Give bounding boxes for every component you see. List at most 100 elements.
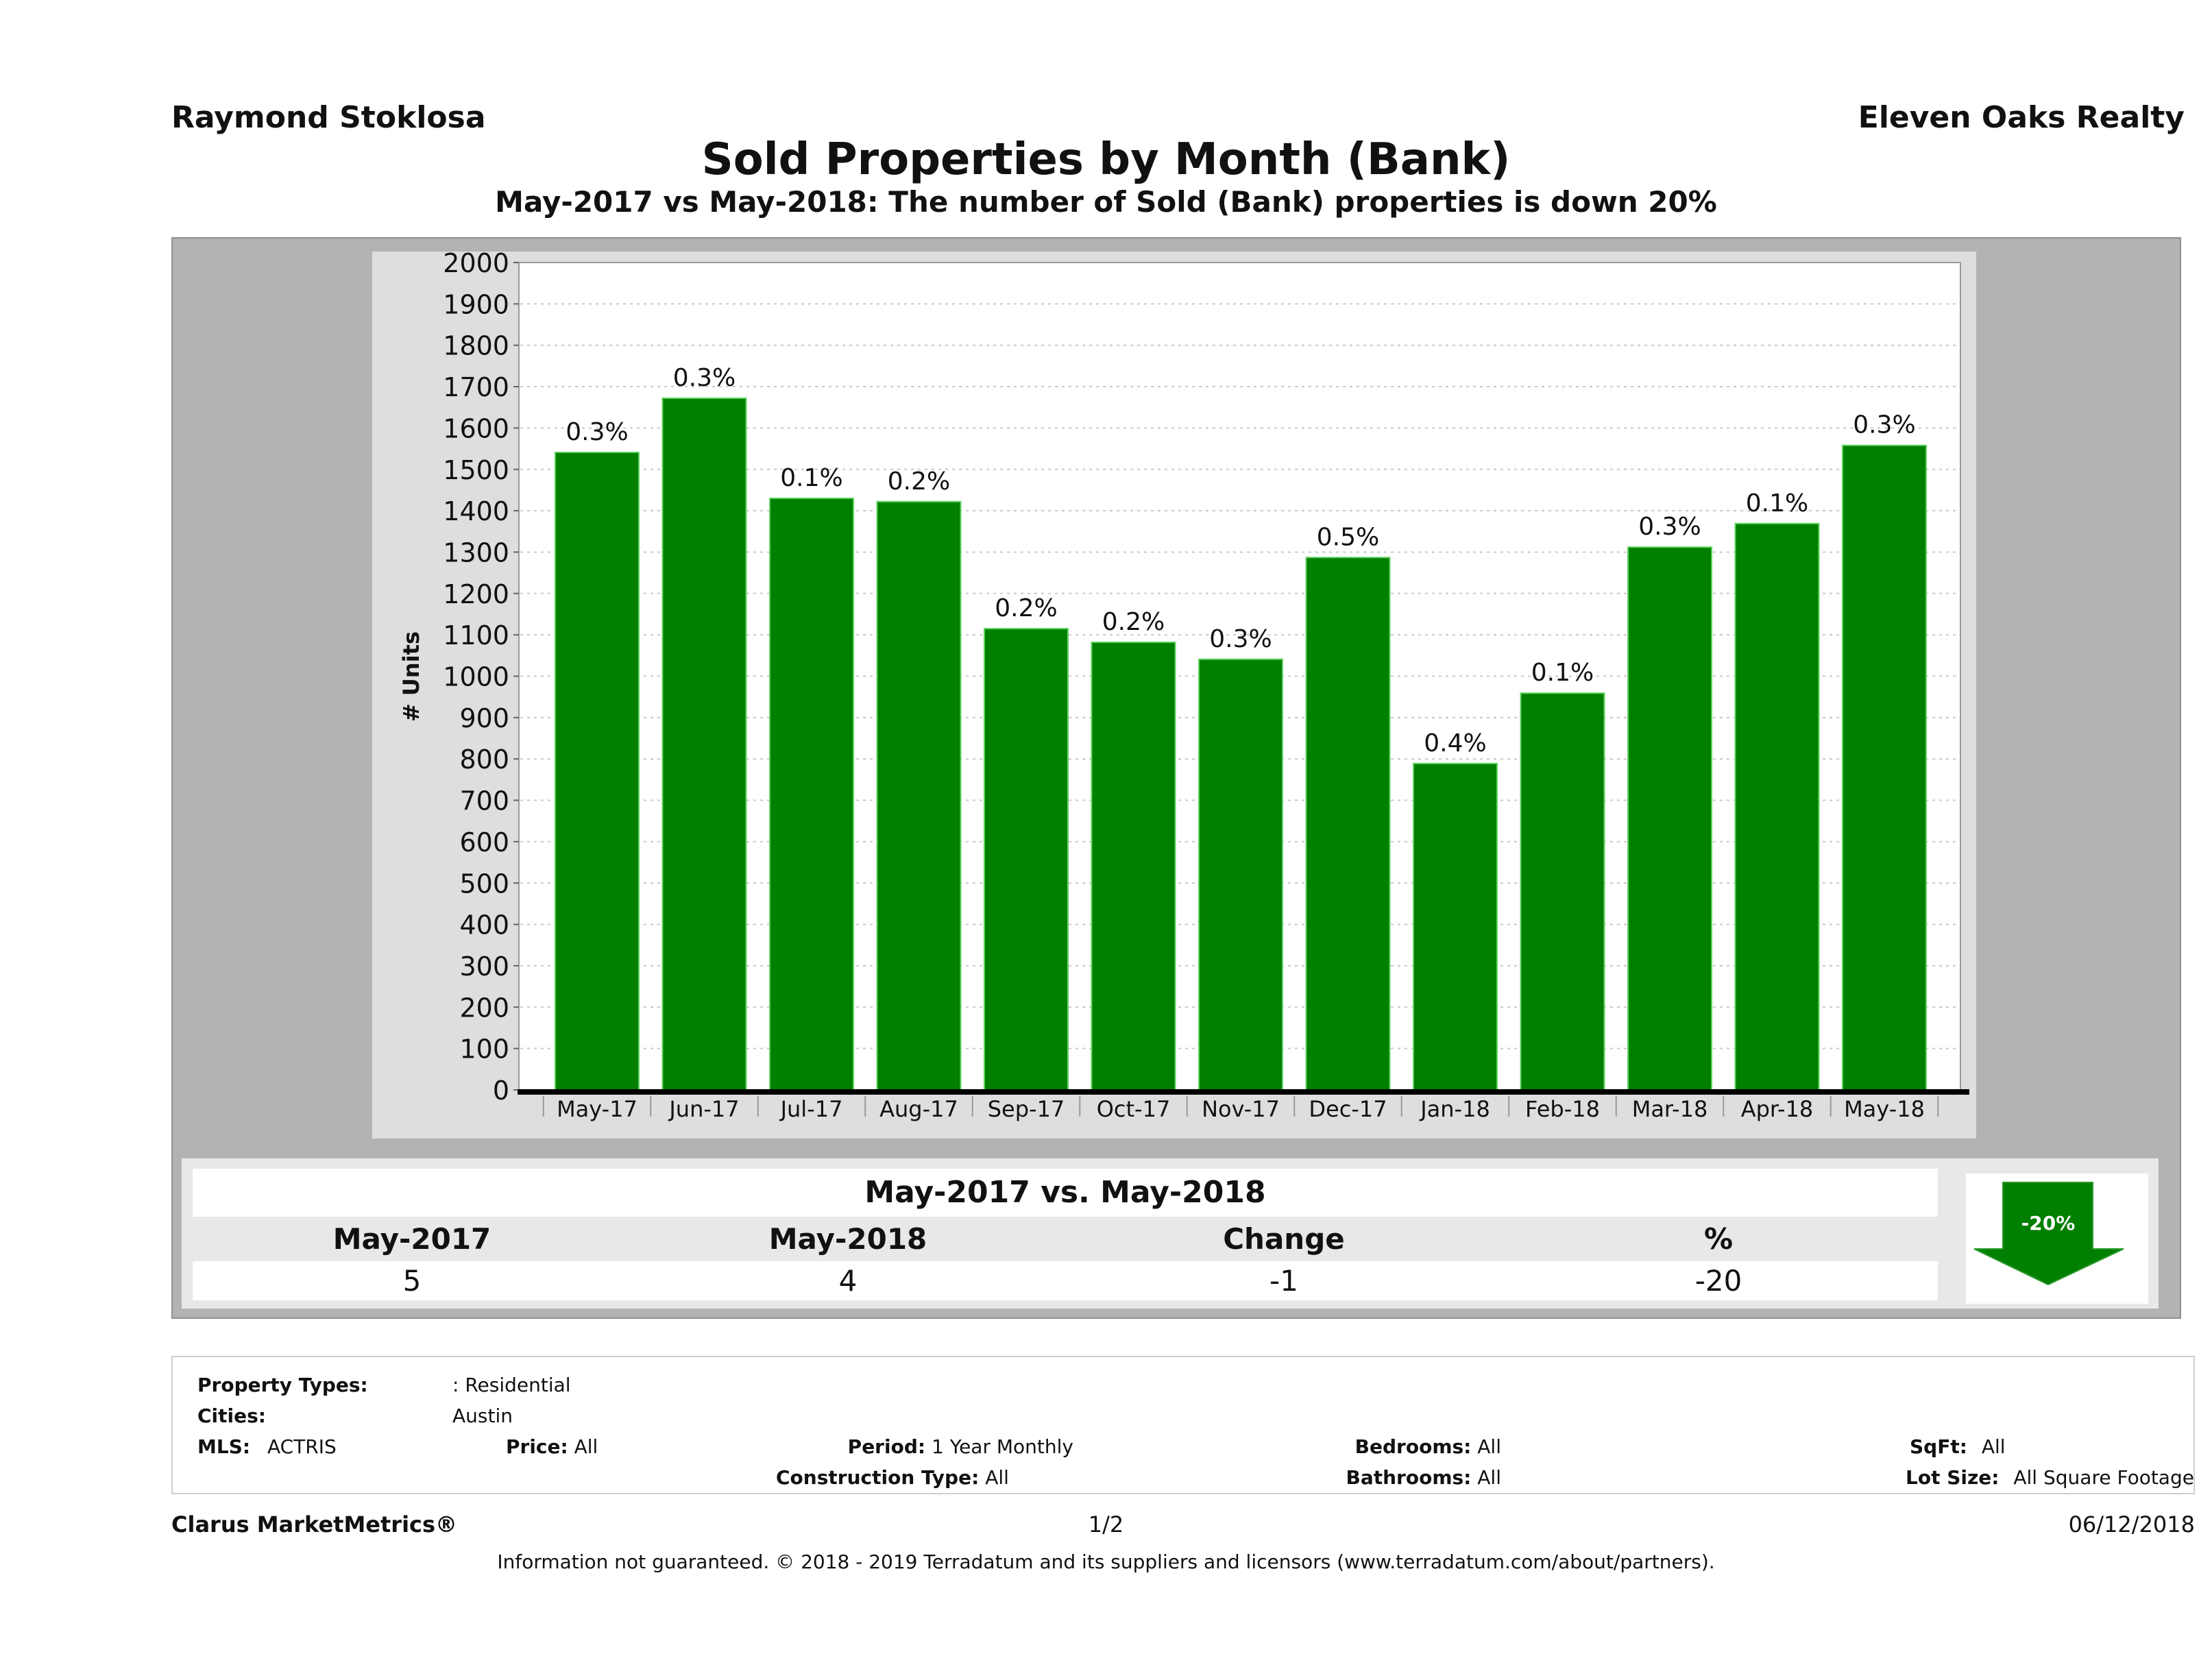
y-tick-label: 1000: [443, 662, 509, 692]
bar: [1091, 642, 1176, 1091]
property-types-value: : Residential: [452, 1374, 571, 1396]
chart-subtitle: May-2017 vs May-2018: The number of Sold…: [495, 185, 1717, 219]
price-label: Price:: [506, 1435, 568, 1458]
y-tick-label: 1500: [443, 455, 509, 485]
y-tick-label: 500: [459, 868, 509, 899]
summary-value-cell: 5: [402, 1264, 422, 1298]
bar: [1413, 762, 1498, 1091]
data-label: 0.5%: [1317, 523, 1379, 551]
bedrooms-value: All: [1477, 1435, 1501, 1458]
x-tick-label: Aug-17: [879, 1096, 958, 1122]
x-tick-label: Nov-17: [1202, 1096, 1280, 1122]
summary-header-cell: Change: [1223, 1222, 1345, 1256]
bar-chart: 0 100 200 300 400 500 600 700 800 900 1000 1100 1200…: [398, 252, 1969, 1122]
sqft-value: All: [1981, 1435, 2006, 1458]
bar: [1198, 658, 1283, 1091]
product-name: Clarus MarketMetrics®: [171, 1511, 458, 1537]
data-labels: 0.3% 0.3% 0.1% 0.2% 0.2% 0.2% 0.3% 0.5% 0.4% 0.1%…: [566, 364, 1915, 757]
chart-title: Sold Properties by Month (Bank): [701, 134, 1511, 185]
data-label: 0.1%: [780, 464, 842, 492]
chart-panel: 0 100 200 300 400 500 600 700 800 900 1000 1100 1200…: [372, 252, 1976, 1139]
bar: [661, 397, 747, 1091]
filter-details: Property Types: : Residential Cities: Au…: [171, 1356, 2195, 1494]
data-label: 0.2%: [888, 467, 950, 496]
summary-value-row: 5 4 -1 -20: [193, 1261, 1938, 1300]
change-badge: -20%: [1966, 1174, 2148, 1304]
y-tick-label: 1800: [443, 331, 509, 361]
price-value: All: [574, 1435, 598, 1458]
sqft-label: SqFt:: [1910, 1435, 1967, 1458]
y-tick-label: 800: [459, 744, 509, 775]
agent-name: Raymond Stoklosa: [171, 100, 486, 135]
x-tick-label: Sep-17: [988, 1096, 1065, 1122]
data-label: 0.1%: [1746, 489, 1808, 518]
cities-value: Austin: [452, 1405, 513, 1427]
x-tick-label: Apr-18: [1741, 1096, 1814, 1122]
data-label: 0.2%: [995, 594, 1057, 622]
data-label: 0.2%: [1102, 608, 1165, 636]
y-tick-label: 400: [459, 910, 509, 940]
y-tick-label: 1300: [443, 537, 509, 568]
data-label: 0.4%: [1424, 729, 1486, 757]
y-tick-label: 200: [459, 993, 509, 1023]
data-label: 0.3%: [566, 418, 628, 446]
brokerage-name: Eleven Oaks Realty: [1858, 100, 2185, 135]
mls-label: MLS:: [197, 1435, 251, 1458]
page-number: 1/2: [1088, 1511, 1124, 1537]
y-tick-label: 100: [459, 1034, 509, 1065]
down-arrow-icon: -20%: [1973, 1182, 2124, 1286]
data-label: 0.3%: [1209, 625, 1272, 653]
y-tick-label: 2000: [443, 252, 509, 278]
period-label: Period:: [847, 1435, 926, 1458]
x-axis-ticks: May-17 Jun-17 Jul-17 Aug-17 Sep-17 Oct-17 Nov-…: [542, 1096, 1939, 1122]
bar: [1627, 546, 1712, 1091]
summary-header-cell: May-2018: [768, 1222, 927, 1256]
y-axis-ticks: 0 100 200 300 400 500 600 700 800 900 1000 1100 1200…: [443, 252, 519, 1106]
y-tick-label: 1900: [443, 289, 509, 319]
x-tick-label: May-17: [557, 1096, 637, 1122]
bar: [1520, 692, 1605, 1091]
bar: [1305, 557, 1391, 1091]
summary-header-cell: %: [1703, 1222, 1734, 1256]
summary-header-row: May-2017 May-2018 Change %: [193, 1217, 1938, 1261]
y-tick-label: 600: [459, 827, 509, 858]
disclaimer: Information not guaranteed. © 2018 - 201…: [497, 1551, 1715, 1573]
data-label: 0.3%: [1638, 513, 1701, 541]
x-tick-label: May-18: [1844, 1096, 1925, 1122]
bathrooms-label: Bathrooms:: [1346, 1466, 1472, 1489]
y-axis-label: # Units: [398, 631, 424, 722]
bar: [769, 497, 854, 1091]
x-tick-label: Dec-17: [1309, 1096, 1387, 1122]
bar: [1734, 522, 1820, 1091]
x-tick-label: Jan-18: [1419, 1096, 1490, 1122]
y-tick-label: 1200: [443, 579, 509, 609]
bar: [984, 628, 1069, 1091]
data-label: 0.1%: [1531, 659, 1594, 687]
bar: [1842, 444, 1927, 1091]
badge-label: -20%: [2021, 1212, 2076, 1235]
x-tick-label: Feb-18: [1525, 1096, 1600, 1122]
summary-value-cell: -1: [1269, 1264, 1298, 1298]
period-value: 1 Year Monthly: [931, 1435, 1073, 1458]
property-types-label: Property Types:: [197, 1374, 368, 1396]
y-tick-label: 700: [459, 786, 509, 816]
data-label: 0.3%: [1853, 411, 1915, 439]
mls-value: ACTRIS: [267, 1435, 337, 1458]
bedrooms-label: Bedrooms:: [1354, 1435, 1472, 1458]
x-tick-label: Jul-17: [779, 1096, 843, 1122]
lot-size-label: Lot Size:: [1906, 1466, 2000, 1489]
x-tick-label: Oct-17: [1097, 1096, 1171, 1122]
bar: [555, 452, 640, 1091]
y-tick-label: 900: [459, 703, 509, 733]
summary-header-cell: May-2017: [332, 1222, 491, 1256]
data-label: 0.3%: [673, 364, 736, 392]
x-tick-label: Mar-18: [1632, 1096, 1708, 1122]
y-tick-label: 300: [459, 951, 509, 982]
lot-size-value: All Square Footage: [2013, 1466, 2194, 1489]
summary-title: May-2017 vs. May-2018: [193, 1169, 1938, 1217]
bar: [876, 500, 962, 1091]
y-tick-label: 0: [493, 1075, 509, 1106]
construction-type-label: Construction Type:: [776, 1466, 980, 1489]
y-tick-label: 1600: [443, 413, 509, 443]
summary-value-cell: -20: [1694, 1264, 1742, 1298]
